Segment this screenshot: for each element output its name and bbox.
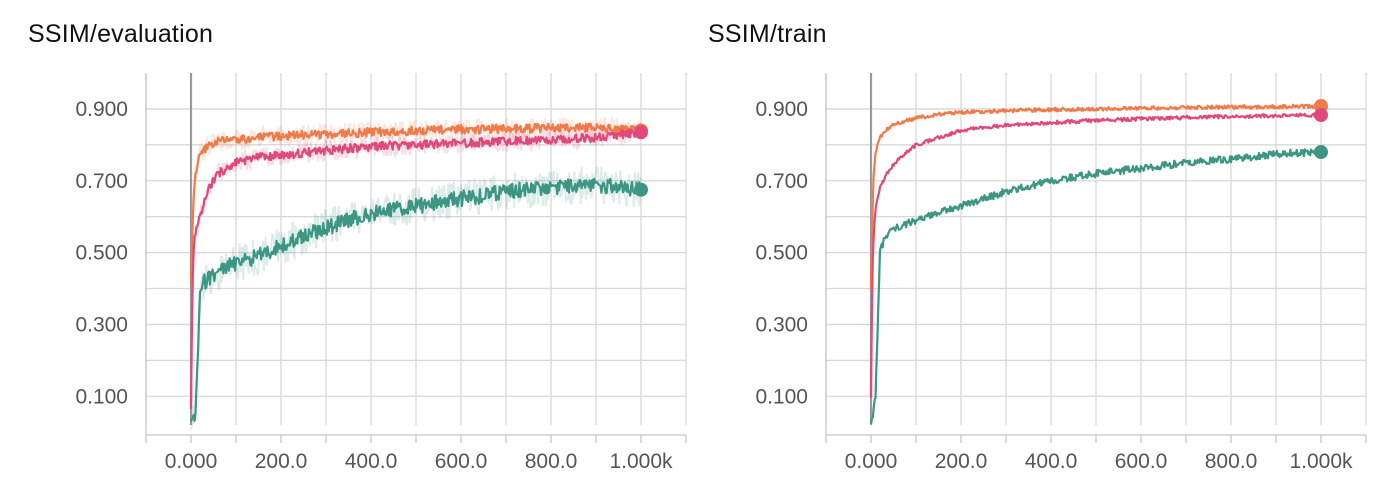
y-tick-label: 0.700: [75, 170, 128, 193]
x-tick-label: 0.000: [165, 450, 218, 473]
y-tick-label: 0.700: [755, 170, 808, 193]
grid: [825, 73, 1367, 425]
x-tick-label: 600.0: [1115, 450, 1168, 473]
x-tick-label: 200.0: [935, 450, 988, 473]
x-tick-label: 400.0: [1025, 450, 1078, 473]
x-tick-label: 800.0: [1205, 450, 1258, 473]
x-tick-label: 800.0: [525, 450, 578, 473]
series-end-marker[interactable]: [1314, 108, 1328, 123]
chart-train: 0.000 200.0 400.0 600.0 800.0 1.000k 0.100 0.30…: [755, 73, 1367, 473]
x-tick-label: 1.000k: [1289, 450, 1353, 473]
series-line[interactable]: [869, 103, 1322, 291]
x-tick-label: 200.0: [255, 450, 308, 473]
series-line[interactable]: [869, 148, 1322, 425]
x-tick-label: 400.0: [345, 450, 398, 473]
y-tick-label: 0.500: [755, 242, 808, 265]
y-tick-label: 0.300: [75, 313, 128, 336]
series-end-marker[interactable]: [1314, 145, 1328, 160]
series-raw-line: [190, 166, 642, 430]
chart-evaluation: 0.000 200.0 400.0 600.0 800.0 1.000k 0.100 0.30…: [75, 73, 687, 473]
x-tick-label: 1.000k: [609, 450, 673, 473]
y-tick-label: 0.500: [75, 242, 128, 265]
y-tick-label: 0.300: [755, 313, 808, 336]
series-line[interactable]: [189, 128, 643, 409]
series-line[interactable]: [189, 122, 643, 284]
y-tick-label: 0.900: [75, 98, 128, 121]
x-tick-label: 0.000: [845, 450, 898, 473]
series-line[interactable]: [869, 112, 1322, 398]
x-tick-label: 600.0: [435, 450, 488, 473]
chart-title-evaluation: SSIM/evaluation: [28, 20, 214, 48]
chart-title-train: SSIM/train: [708, 20, 827, 48]
y-tick-label: 0.100: [75, 385, 128, 408]
series-end-marker[interactable]: [634, 125, 648, 140]
series-end-marker[interactable]: [634, 182, 648, 197]
y-tick-label: 0.900: [755, 98, 808, 121]
series-line[interactable]: [189, 177, 643, 422]
y-tick-label: 0.100: [755, 385, 808, 408]
